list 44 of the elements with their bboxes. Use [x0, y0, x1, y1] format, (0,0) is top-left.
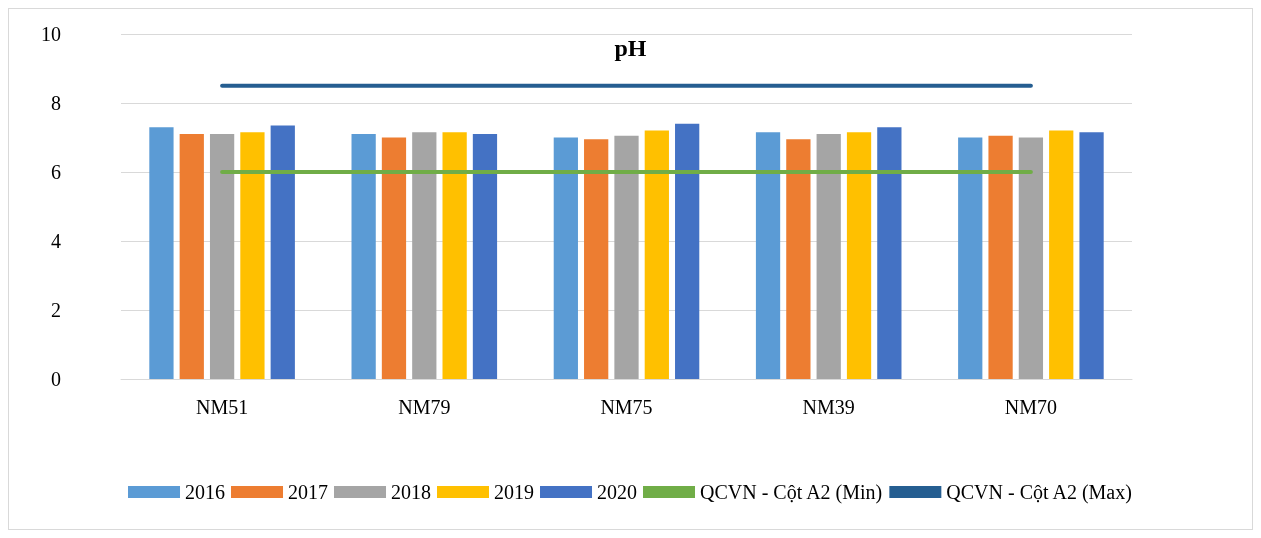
bar — [958, 137, 983, 379]
x-tick-label: NM51 — [195, 396, 249, 418]
bar — [442, 132, 467, 379]
bar — [614, 135, 639, 379]
legend-label: 2020 — [597, 481, 638, 503]
bar — [988, 135, 1013, 379]
legend-label: QCVN - Cột A2 (Max) — [946, 481, 1132, 504]
bar — [846, 132, 872, 379]
bar — [472, 134, 498, 379]
bar — [179, 134, 204, 379]
legend-label: 2017 — [288, 481, 329, 503]
bar — [786, 139, 811, 379]
bar — [149, 127, 174, 379]
chart-title: pH — [614, 35, 647, 61]
y-tick-label: 8 — [51, 92, 61, 114]
bar — [1079, 132, 1104, 379]
bar — [877, 127, 902, 379]
y-tick-label: 4 — [51, 230, 61, 252]
bar — [644, 130, 669, 379]
legend-label: QCVN - Cột A2 (Min) — [700, 481, 883, 504]
bar — [209, 134, 235, 379]
bar — [755, 132, 781, 379]
legend-label: 2018 — [391, 481, 432, 503]
bar — [553, 137, 578, 379]
bar — [270, 125, 295, 379]
bar — [351, 134, 376, 379]
bar — [816, 134, 841, 379]
bar — [675, 123, 700, 379]
y-tick-label: 2 — [51, 299, 61, 321]
x-tick-label: NM75 — [600, 396, 653, 418]
bar — [584, 139, 609, 379]
y-tick-label: 0 — [51, 368, 61, 390]
x-tick-label: NM70 — [1004, 396, 1058, 418]
y-tick-label: 10 — [41, 23, 61, 45]
legend-label: 2016 — [185, 481, 226, 503]
bar — [240, 132, 265, 379]
x-tick-label: NM79 — [398, 396, 451, 418]
bar — [412, 132, 437, 379]
bar — [1018, 137, 1044, 379]
y-tick-label: 6 — [51, 161, 61, 183]
bar — [381, 137, 407, 379]
x-tick-label: NM39 — [802, 396, 855, 418]
legend-label: 2019 — [494, 481, 535, 503]
bar — [1049, 130, 1074, 379]
